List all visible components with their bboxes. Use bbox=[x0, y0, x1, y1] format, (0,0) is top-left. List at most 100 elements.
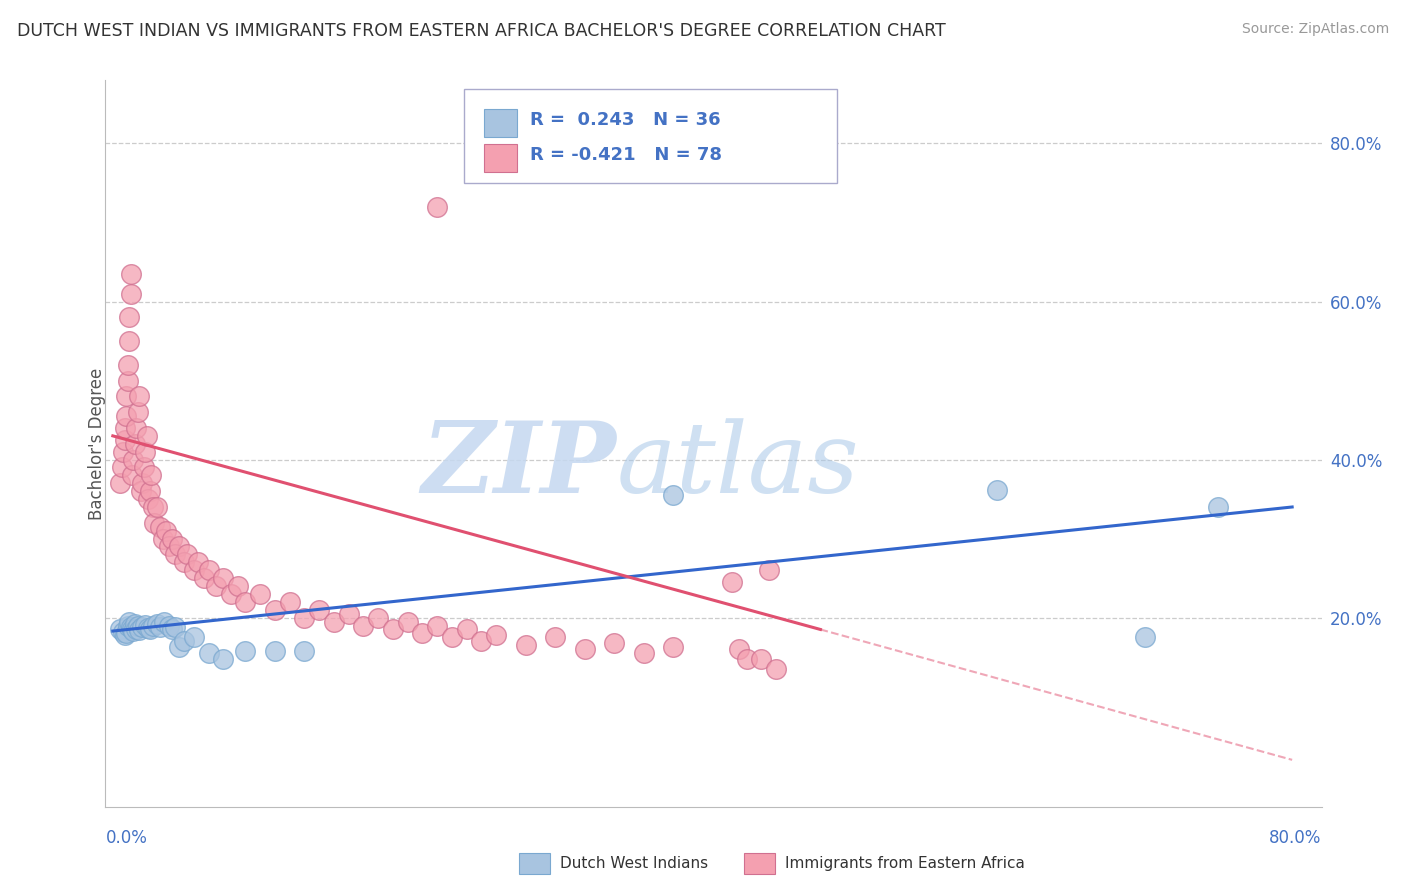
Point bbox=[127, 619, 149, 633]
Text: ZIP: ZIP bbox=[422, 417, 616, 514]
Point bbox=[122, 624, 145, 638]
Text: 0.0%: 0.0% bbox=[105, 829, 148, 847]
Point bbox=[515, 638, 537, 652]
Y-axis label: Bachelor's Degree: Bachelor's Degree bbox=[89, 368, 105, 520]
Text: Immigrants from Eastern Africa: Immigrants from Eastern Africa bbox=[785, 856, 1025, 871]
Point bbox=[308, 603, 330, 617]
Point bbox=[120, 286, 142, 301]
Point bbox=[146, 616, 169, 631]
Text: R = -0.421   N = 78: R = -0.421 N = 78 bbox=[530, 146, 723, 164]
Point bbox=[143, 516, 166, 530]
Point bbox=[160, 532, 183, 546]
Point bbox=[120, 620, 142, 634]
Point bbox=[205, 579, 228, 593]
Text: 80.0%: 80.0% bbox=[1270, 829, 1322, 847]
Point bbox=[115, 389, 138, 403]
Point bbox=[235, 644, 257, 658]
Point bbox=[167, 640, 190, 654]
Point bbox=[114, 421, 136, 435]
Point bbox=[128, 389, 150, 403]
Point bbox=[152, 532, 174, 546]
Point bbox=[751, 651, 773, 665]
Point bbox=[411, 626, 433, 640]
Point bbox=[173, 555, 195, 569]
Point bbox=[127, 405, 149, 419]
Point bbox=[142, 500, 165, 514]
Point bbox=[157, 618, 180, 632]
Point bbox=[173, 634, 195, 648]
Point bbox=[1133, 631, 1156, 645]
Point bbox=[728, 642, 751, 657]
Point bbox=[278, 595, 301, 609]
Point bbox=[118, 310, 141, 325]
Point bbox=[426, 618, 449, 632]
Point bbox=[264, 644, 287, 658]
Point bbox=[153, 615, 176, 629]
Point bbox=[134, 617, 156, 632]
Point bbox=[456, 623, 478, 637]
Text: DUTCH WEST INDIAN VS IMMIGRANTS FROM EASTERN AFRICA BACHELOR'S DEGREE CORRELATIO: DUTCH WEST INDIAN VS IMMIGRANTS FROM EAS… bbox=[17, 22, 946, 40]
Point bbox=[367, 610, 389, 624]
Point bbox=[183, 631, 205, 645]
Point bbox=[149, 620, 172, 634]
Text: Dutch West Indians: Dutch West Indians bbox=[560, 856, 707, 871]
Point bbox=[117, 374, 139, 388]
Point bbox=[108, 476, 131, 491]
Point bbox=[117, 358, 139, 372]
Point bbox=[381, 623, 404, 637]
Point bbox=[135, 429, 157, 443]
Point bbox=[155, 524, 177, 538]
Point bbox=[128, 624, 150, 638]
Point bbox=[986, 483, 1008, 497]
Point bbox=[440, 631, 463, 645]
Point bbox=[721, 575, 744, 590]
Point bbox=[125, 622, 148, 636]
Point bbox=[212, 571, 235, 585]
Point bbox=[294, 610, 316, 624]
Point bbox=[235, 595, 257, 609]
Point bbox=[146, 500, 169, 514]
Point bbox=[124, 616, 146, 631]
Point bbox=[121, 468, 143, 483]
Point bbox=[662, 488, 685, 502]
Point bbox=[141, 468, 163, 483]
Point bbox=[633, 646, 655, 660]
Point bbox=[114, 628, 136, 642]
Point bbox=[197, 563, 219, 577]
Point bbox=[426, 200, 449, 214]
Point bbox=[111, 460, 134, 475]
Point bbox=[134, 444, 156, 458]
Point bbox=[176, 548, 198, 562]
Point bbox=[114, 433, 136, 447]
Point bbox=[138, 623, 160, 637]
Point bbox=[735, 651, 758, 665]
Point bbox=[120, 267, 142, 281]
Point bbox=[163, 548, 186, 562]
Point bbox=[138, 484, 160, 499]
Point bbox=[125, 421, 148, 435]
Text: Source: ZipAtlas.com: Source: ZipAtlas.com bbox=[1241, 22, 1389, 37]
Point bbox=[163, 620, 186, 634]
Point bbox=[323, 615, 346, 629]
Point bbox=[112, 444, 135, 458]
Point bbox=[574, 642, 596, 657]
Point bbox=[662, 640, 685, 654]
Text: atlas: atlas bbox=[616, 418, 859, 513]
Point bbox=[603, 636, 626, 650]
Point bbox=[131, 620, 153, 634]
Point bbox=[117, 618, 139, 632]
Point bbox=[122, 452, 145, 467]
Text: R =  0.243   N = 36: R = 0.243 N = 36 bbox=[530, 112, 721, 129]
Point bbox=[129, 484, 152, 499]
Point bbox=[142, 618, 165, 632]
Point bbox=[112, 624, 135, 639]
Point bbox=[226, 579, 249, 593]
Point bbox=[183, 563, 205, 577]
Point bbox=[193, 571, 215, 585]
Point bbox=[121, 623, 143, 637]
Point bbox=[765, 662, 787, 676]
Point bbox=[118, 615, 141, 629]
Point bbox=[212, 651, 235, 665]
Point bbox=[160, 623, 183, 637]
Point bbox=[187, 555, 209, 569]
